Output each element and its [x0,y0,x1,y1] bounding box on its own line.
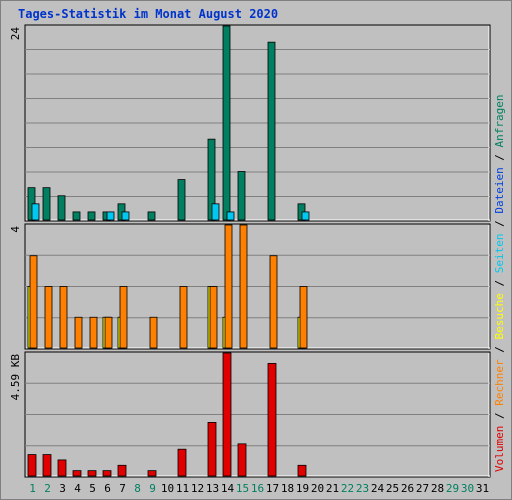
x-tick-label-16: 16 [251,482,264,495]
x-tick-label-30: 30 [461,482,474,495]
bar-seiten-day-6 [106,211,115,221]
x-tick-label-31: 31 [476,482,489,495]
bar-seiten-day-1 [31,203,40,221]
chart-title: Tages-Statistik im Monat August 2020 [18,7,279,21]
bar-volumen-day-13 [207,422,217,477]
x-tick-label-2: 2 [44,482,51,495]
x-tick-label-15: 15 [236,482,249,495]
side-legend-part-6: Seiten [493,234,506,274]
bar-volumen-day-15 [237,443,247,477]
x-tick-label-7: 7 [119,482,126,495]
bar-volumen-day-3 [57,459,67,477]
bar-anfragen-day-13 [207,138,216,221]
x-tick-label-14: 14 [221,482,235,495]
bar-anfragen-day-15 [237,171,246,221]
x-tick-label-23: 23 [356,482,369,495]
x-tick-label-28: 28 [431,482,444,495]
bar-anfragen-day-17 [267,41,276,221]
side-legend-part-5: / [493,273,506,293]
x-tick-label-3: 3 [59,482,66,495]
bar-seiten-day-19 [301,211,310,221]
x-tick-label-5: 5 [89,482,96,495]
x-tick-label-6: 6 [104,482,111,495]
bar-anfragen-day-2 [42,187,51,221]
bar-rechner-day-15 [239,224,248,349]
x-tick-label-17: 17 [266,482,279,495]
x-tick-label-13: 13 [206,482,219,495]
bar-anfragen-day-3 [57,195,66,221]
bar-volumen-day-9 [147,470,157,477]
bar-volumen-day-17 [267,363,277,477]
side-legend-part-1: / [493,406,506,426]
bar-anfragen-day-4 [72,211,81,221]
x-tick-label-25: 25 [386,482,399,495]
bar-volumen-day-5 [87,470,97,477]
side-legend-part-8: Dateien [493,167,506,213]
x-tick-label-1: 1 [29,482,36,495]
y-max-label-middle: 4 [9,226,22,233]
side-legend-part-10: Anfragen [493,94,506,147]
x-tick-label-20: 20 [311,482,324,495]
bar-rechner-day-6 [104,316,113,349]
bar-rechner-day-4 [74,316,83,349]
bar-seiten-day-13 [211,203,220,221]
side-legend-part-3: / [493,340,506,360]
x-tick-label-29: 29 [446,482,459,495]
x-tick-label-27: 27 [416,482,429,495]
x-tick-label-4: 4 [74,482,81,495]
x-tick-label-11: 11 [176,482,189,495]
bar-rechner-day-2 [44,286,53,349]
bar-rechner-day-5 [89,316,98,349]
x-tick-label-10: 10 [161,482,174,495]
bar-rechner-day-9 [149,316,158,349]
bar-rechner-day-13 [209,286,218,349]
x-tick-label-22: 22 [341,482,354,495]
x-tick-label-19: 19 [296,482,309,495]
x-tick-label-21: 21 [326,482,339,495]
x-tick-label-8: 8 [134,482,141,495]
x-tick-label-12: 12 [191,482,204,495]
side-legend-part-0: Volumen [493,426,506,472]
x-tick-label-26: 26 [401,482,414,495]
x-tick-label-9: 9 [149,482,156,495]
bar-rechner-day-7 [119,286,128,349]
side-legend-part-9: / [493,147,506,167]
bar-rechner-day-17 [269,255,278,349]
x-tick-label-18: 18 [281,482,294,495]
y-max-label-bottom: 4.59 KB [9,354,22,401]
side-legend: Volumen / Rechner / Besuche / Seiten / D… [493,94,506,472]
bar-anfragen-day-11 [177,179,186,221]
side-legend-part-2: Rechner [493,359,506,406]
bar-volumen-day-14 [222,352,232,477]
bar-seiten-day-14 [226,211,235,221]
bar-anfragen-day-5 [87,211,96,221]
bar-rechner-day-11 [179,286,188,349]
bar-volumen-day-11 [177,448,187,477]
side-legend-part-4: Besuche [493,293,506,339]
bar-seiten-day-7 [121,211,130,221]
bar-rechner-day-1 [29,255,38,349]
bar-volumen-day-6 [102,470,112,477]
bar-anfragen-day-9 [147,211,156,221]
bar-volumen-day-1 [27,454,37,477]
bar-rechner-day-14 [224,224,233,349]
bar-volumen-day-4 [72,470,82,477]
y-max-label-top: 24 [9,27,22,41]
bar-anfragen-day-14 [222,25,231,221]
bar-rechner-day-3 [59,286,68,349]
side-legend-part-7: / [493,214,506,234]
x-tick-label-24: 24 [371,482,385,495]
bar-rechner-day-19 [299,286,308,349]
bar-volumen-day-7 [117,464,127,477]
bar-volumen-day-2 [42,454,52,477]
bar-volumen-day-19 [297,464,307,477]
